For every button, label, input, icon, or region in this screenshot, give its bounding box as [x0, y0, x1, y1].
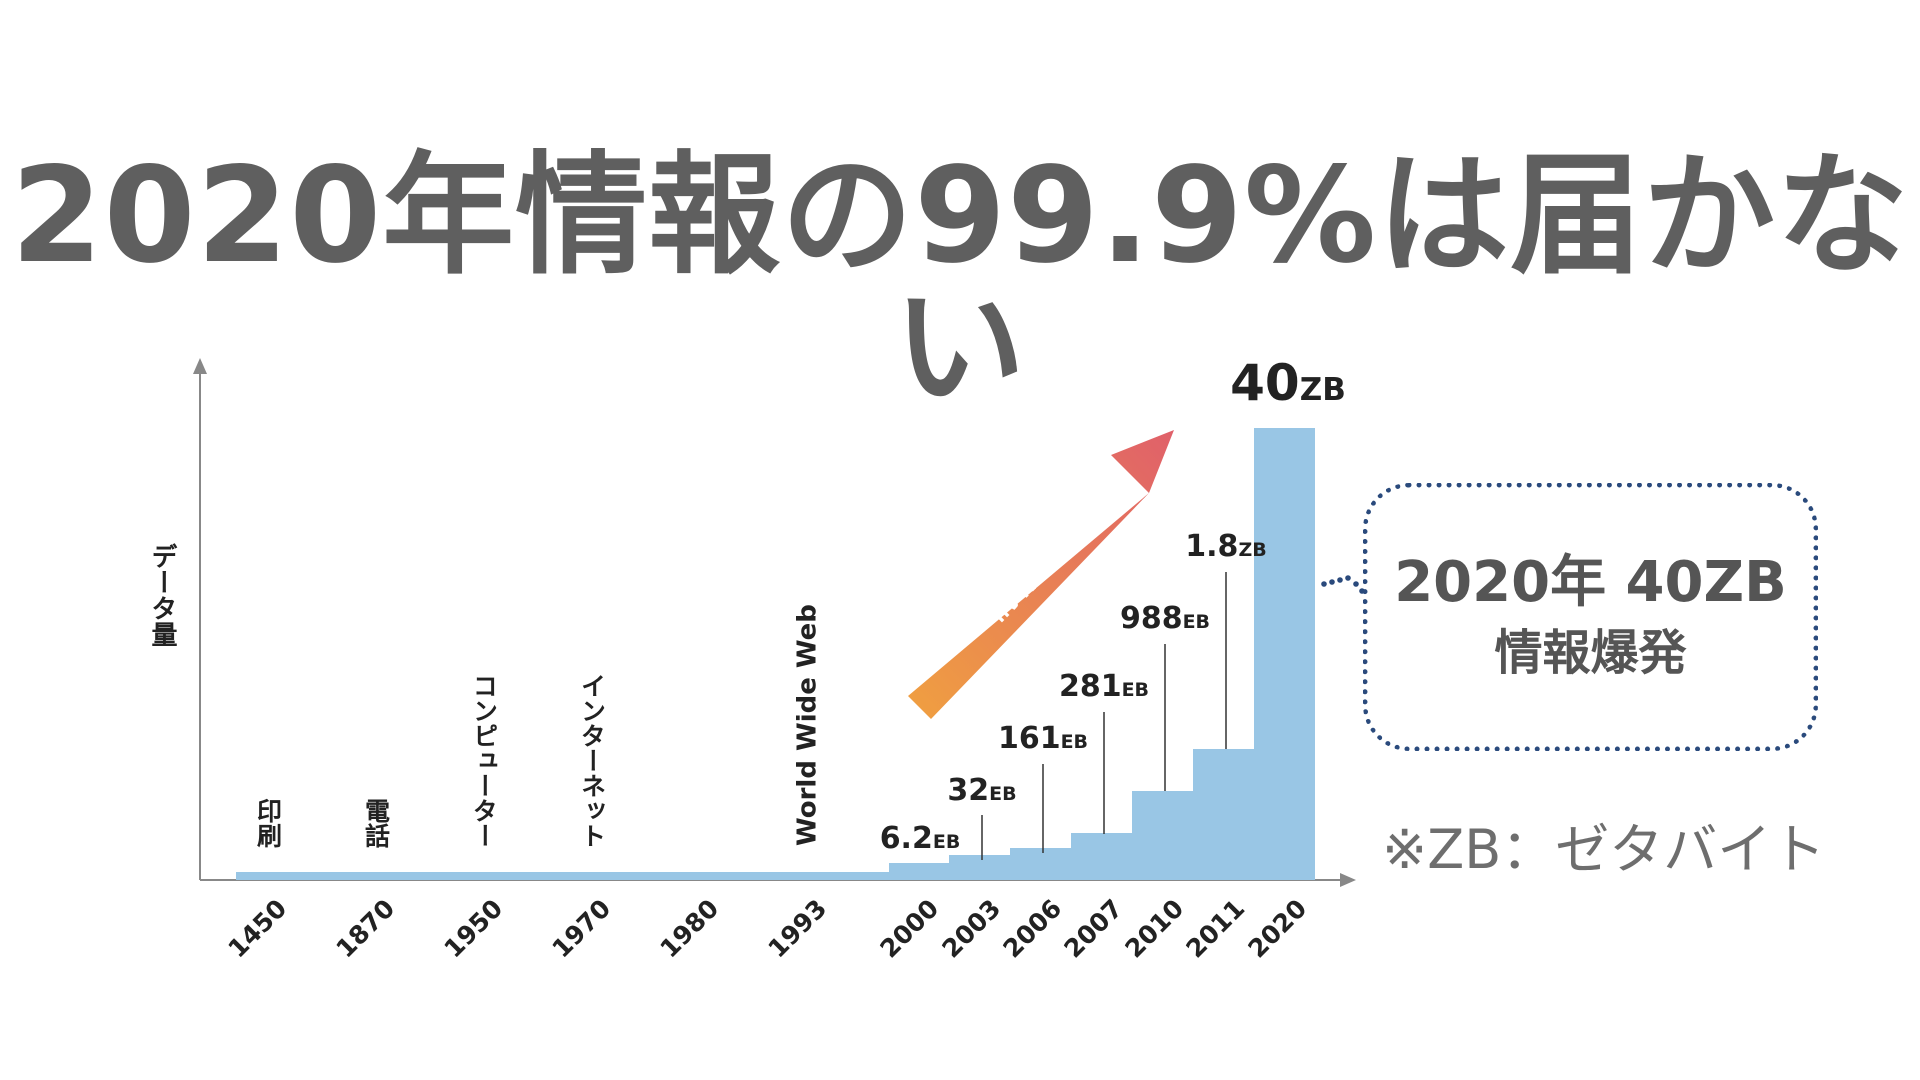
bar-2007: [1071, 833, 1132, 880]
x-tick-label-1970: 1970: [547, 894, 617, 964]
bar-2006: [1010, 848, 1071, 880]
x-tick-label-2010: 2010: [1120, 894, 1190, 964]
info-explosion-arrow: [908, 430, 1174, 719]
data-label-2007: 281EB: [1059, 669, 1149, 704]
x-tick-label-2011: 2011: [1181, 894, 1251, 964]
callout-line1: 2020年 40ZB: [1394, 550, 1787, 616]
bar-1993: [236, 872, 889, 880]
bar-2010: [1132, 791, 1193, 880]
gradient-arrow-icon: [908, 430, 1174, 719]
milestone-1993: World Wide Web: [793, 604, 823, 846]
data-label-2011: 1.8ZB: [1185, 529, 1266, 564]
x-tick-label-1870: 1870: [331, 894, 401, 964]
y-axis-label: データ量: [147, 543, 177, 647]
bar-2020: [1254, 428, 1315, 880]
footnote: ※ZB：ゼタバイト: [1382, 818, 1826, 881]
y-axis-arrow-icon: [193, 358, 207, 374]
data-labels-layer: 6.2EB 32EB 161EB 281EB 988EB 1.8ZB 40ZB: [880, 354, 1346, 856]
x-tick-label-2006: 2006: [998, 894, 1068, 964]
bar-2003: [949, 855, 1010, 880]
leader-lines-layer: [981, 572, 1227, 860]
x-tick-label-1950: 1950: [439, 894, 509, 964]
callout-line2: 情報爆発: [1494, 625, 1687, 682]
page-title: 2020年情報の99.9%は届かない: [10, 139, 1910, 425]
bar-2011: [1193, 749, 1254, 880]
data-label-2020: 40ZB: [1230, 354, 1346, 412]
x-tick-label-2003: 2003: [937, 894, 1007, 964]
data-label-2006: 161EB: [998, 721, 1088, 756]
callout-box: 2020年 40ZB 情報爆発: [1363, 483, 1818, 751]
milestone-1950: コンピューター: [470, 673, 499, 848]
bar-2000: [889, 863, 949, 880]
data-label-2003: 32EB: [947, 773, 1016, 808]
milestone-1450: 印刷: [254, 798, 283, 848]
bars-layer: [236, 428, 1315, 880]
x-tick-label-1980: 1980: [655, 894, 725, 964]
x-tick-label-2000: 2000: [875, 894, 945, 964]
milestones-layer: 印刷 電話 コンピューター インターネット World Wide Web: [254, 604, 823, 849]
milestone-1970: インターネット: [578, 673, 607, 848]
x-tick-label-2007: 2007: [1059, 894, 1129, 964]
milestone-1870: 電話: [362, 798, 391, 849]
x-tick-label-1450: 1450: [223, 894, 293, 964]
callout-pointer: [1321, 575, 1365, 594]
x-axis-arrow-icon: [1340, 873, 1356, 887]
x-tick-label-1993: 1993: [763, 894, 833, 964]
data-label-2000: 6.2EB: [880, 821, 961, 856]
x-tick-labels-layer: 1450 1870 1950 1970 1980 1993 2000200320062007…: [223, 894, 1313, 964]
x-tick-label-2020: 2020: [1243, 894, 1313, 964]
data-label-2010: 988EB: [1120, 601, 1210, 636]
